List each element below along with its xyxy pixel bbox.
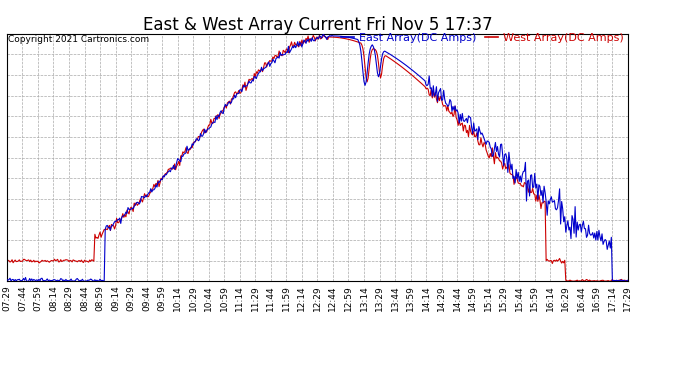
Legend: East Array(DC Amps), West Array(DC Amps): East Array(DC Amps), West Array(DC Amps) (337, 29, 628, 48)
Text: Copyright 2021 Cartronics.com: Copyright 2021 Cartronics.com (8, 35, 148, 44)
Title: East & West Array Current Fri Nov 5 17:37: East & West Array Current Fri Nov 5 17:3… (143, 16, 492, 34)
